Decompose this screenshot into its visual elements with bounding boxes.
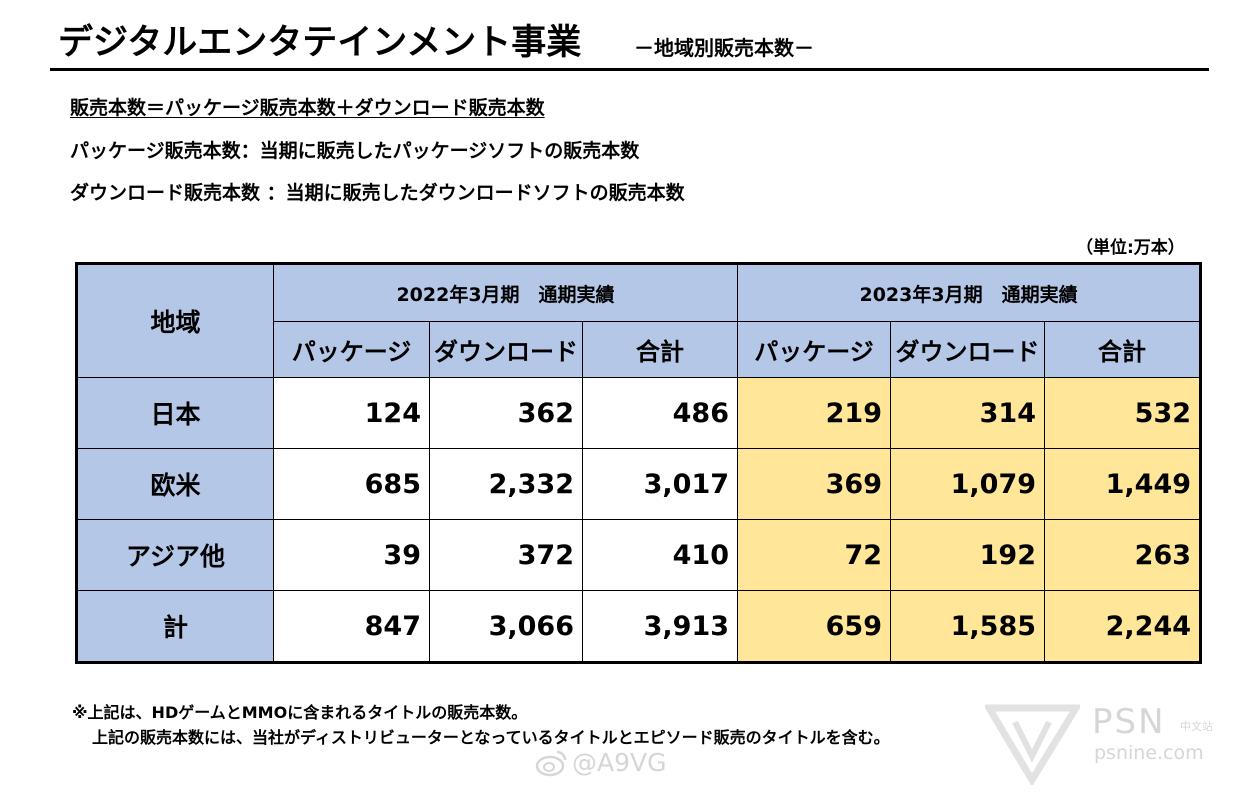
col-header-package-2022: パッケージ [273, 321, 430, 378]
value-cell: 192 [890, 519, 1046, 591]
weibo-icon [535, 750, 567, 777]
value-cell: 314 [890, 377, 1046, 449]
table-row-total: 計 847 3,066 3,913 659 1,585 2,244 [76, 590, 1202, 663]
page-title: デジタルエンタテインメント事業 [58, 23, 582, 63]
region-cell: 日本 [76, 377, 274, 449]
value-cell: 3,913 [581, 590, 739, 663]
title-divider [50, 68, 1209, 71]
table-row-asia: アジア他 39 372 410 72 192 263 [76, 519, 1202, 591]
value-cell: 72 [737, 519, 892, 591]
col-header-download-2022: ダウンロード [429, 321, 583, 378]
col-header-total-2023: 合計 [1044, 321, 1202, 378]
regional-sales-table: 地域 2022年3月期 通期実績 2023年3月期 通期実績 パッケージ ダウン… [75, 262, 1203, 664]
region-header: 地域 [76, 263, 274, 378]
value-cell: 263 [1044, 519, 1202, 591]
value-cell: 124 [273, 377, 430, 449]
psnine-logo-icon [985, 704, 1080, 785]
table-row-west: 欧米 685 2,332 3,017 369 1,079 1,449 [76, 448, 1202, 520]
definition-download: ダウンロード販売本数 ：当期に販売したダウンロードソフトの販売本数 [70, 182, 685, 204]
footnote-scope: ※上記は、HDゲームとMMOに含まれるタイトルの販売本数。 [72, 703, 528, 722]
value-cell: 410 [581, 519, 739, 591]
value-cell: 2,332 [429, 448, 583, 520]
value-cell: 1,449 [1044, 448, 1202, 520]
value-cell: 659 [737, 590, 892, 663]
table-row-japan: 日本 124 362 486 219 314 532 [76, 377, 1202, 449]
value-cell: 372 [429, 519, 583, 591]
psnine-url-watermark: psnine.com [1094, 742, 1204, 764]
value-cell: 3,066 [429, 590, 583, 663]
value-cell: 2,244 [1044, 590, 1202, 663]
definition-total: 販売本数＝パッケージ販売本数＋ダウンロード販売本数 [70, 97, 545, 119]
value-cell: 847 [273, 590, 430, 663]
period-header-2023: 2023年3月期 通期実績 [737, 263, 1202, 322]
value-cell: 362 [429, 377, 583, 449]
value-cell: 369 [737, 448, 892, 520]
value-cell: 1,079 [890, 448, 1046, 520]
value-cell: 486 [581, 377, 739, 449]
period-header-2022: 2022年3月期 通期実績 [272, 263, 739, 322]
value-cell: 3,017 [581, 448, 739, 520]
region-cell: 計 [76, 590, 274, 663]
footnote-inclusion: 上記の販売本数には、当社がディストリビューターとなっているタイトルとエピソード販… [92, 728, 890, 747]
psnine-watermark: PSN [1092, 702, 1166, 742]
col-header-total-2022: 合計 [581, 321, 739, 378]
unit-label: （単位:万本） [1076, 238, 1185, 258]
col-header-package-2023: パッケージ [737, 321, 892, 378]
value-cell: 532 [1044, 377, 1202, 449]
col-header-download-2023: ダウンロード [890, 321, 1046, 378]
value-cell: 219 [737, 377, 892, 449]
psnine-cn-watermark: 中文站 [1180, 720, 1213, 733]
page-subtitle: －地域別販売本数－ [634, 36, 814, 60]
value-cell: 685 [273, 448, 430, 520]
region-cell: アジア他 [76, 519, 274, 591]
definition-package: パッケージ販売本数：当期に販売したパッケージソフトの販売本数 [70, 140, 640, 162]
region-cell: 欧米 [76, 448, 274, 520]
weibo-watermark: @A9VG [572, 748, 667, 777]
value-cell: 1,585 [890, 590, 1046, 663]
value-cell: 39 [273, 519, 430, 591]
